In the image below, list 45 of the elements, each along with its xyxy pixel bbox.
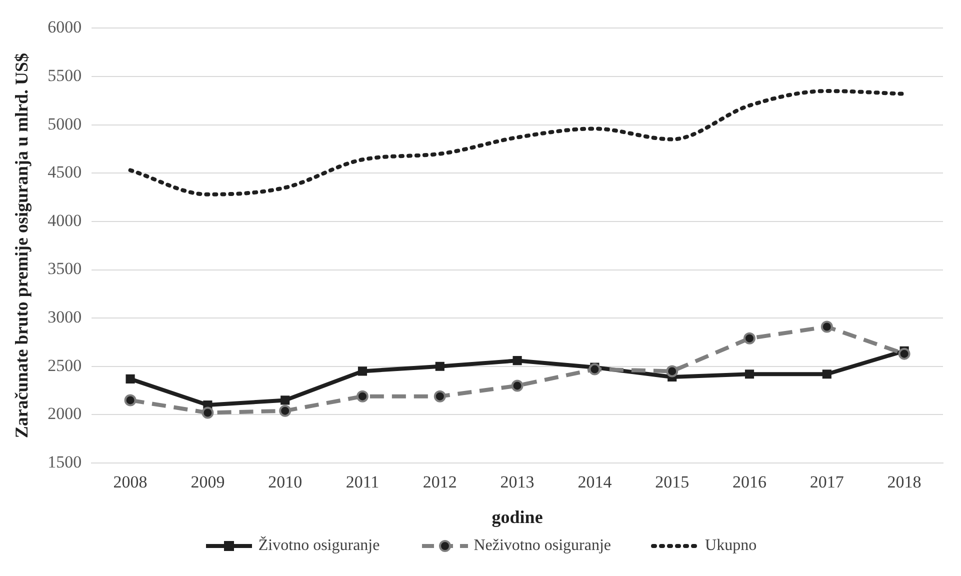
- x-tick-label: 2018: [887, 472, 922, 492]
- point: [280, 396, 290, 405]
- y-tick-label: 2500: [48, 356, 82, 375]
- point: [898, 348, 910, 360]
- x-tick-label: 2009: [190, 472, 225, 492]
- y-tick-label: 6000: [48, 18, 82, 37]
- legend-label: Ukupno: [705, 537, 757, 555]
- point: [588, 363, 601, 376]
- point: [356, 390, 368, 402]
- x-tick-label: 2017: [810, 472, 844, 492]
- point: [434, 390, 446, 402]
- x-tick-label: 2015: [655, 472, 690, 492]
- point: [820, 320, 833, 333]
- legend-label: Životno osiguranje: [258, 537, 380, 555]
- point: [124, 394, 136, 406]
- legend-label: Neživotno osiguranje: [474, 537, 612, 555]
- point: [822, 370, 832, 379]
- point: [744, 370, 754, 379]
- y-axis-title: Zaračunate bruto premije osiguranja u mlrd. US$: [11, 53, 32, 438]
- y-tick-label: 1500: [48, 452, 82, 472]
- line-series: [128, 89, 906, 196]
- point: [202, 406, 214, 419]
- x-tick-label: 2013: [500, 472, 534, 492]
- point: [435, 362, 444, 371]
- y-tick-label: 2000: [48, 404, 82, 424]
- point: [511, 380, 524, 392]
- x-tick-label: 2016: [732, 472, 766, 492]
- y-tick-label: 4500: [48, 162, 82, 182]
- x-tick-label: 2011: [346, 472, 380, 492]
- x-axis-title: godine: [492, 506, 543, 527]
- point: [512, 356, 522, 366]
- y-tick-label: 5500: [48, 66, 82, 85]
- y-tick-label: 4000: [48, 210, 82, 230]
- x-tick-label: 2014: [578, 472, 612, 492]
- y-tick-label: 3500: [48, 259, 82, 278]
- x-tick-label: 2008: [113, 472, 148, 492]
- point: [279, 404, 292, 417]
- point: [744, 332, 756, 344]
- point: [358, 366, 368, 376]
- x-tick-label: 2012: [422, 472, 457, 492]
- point: [666, 365, 678, 378]
- point: [126, 374, 135, 384]
- y-tick-label: 5000: [48, 114, 82, 134]
- x-tick-label: 2010: [268, 472, 302, 492]
- y-tick-label: 3000: [48, 308, 82, 327]
